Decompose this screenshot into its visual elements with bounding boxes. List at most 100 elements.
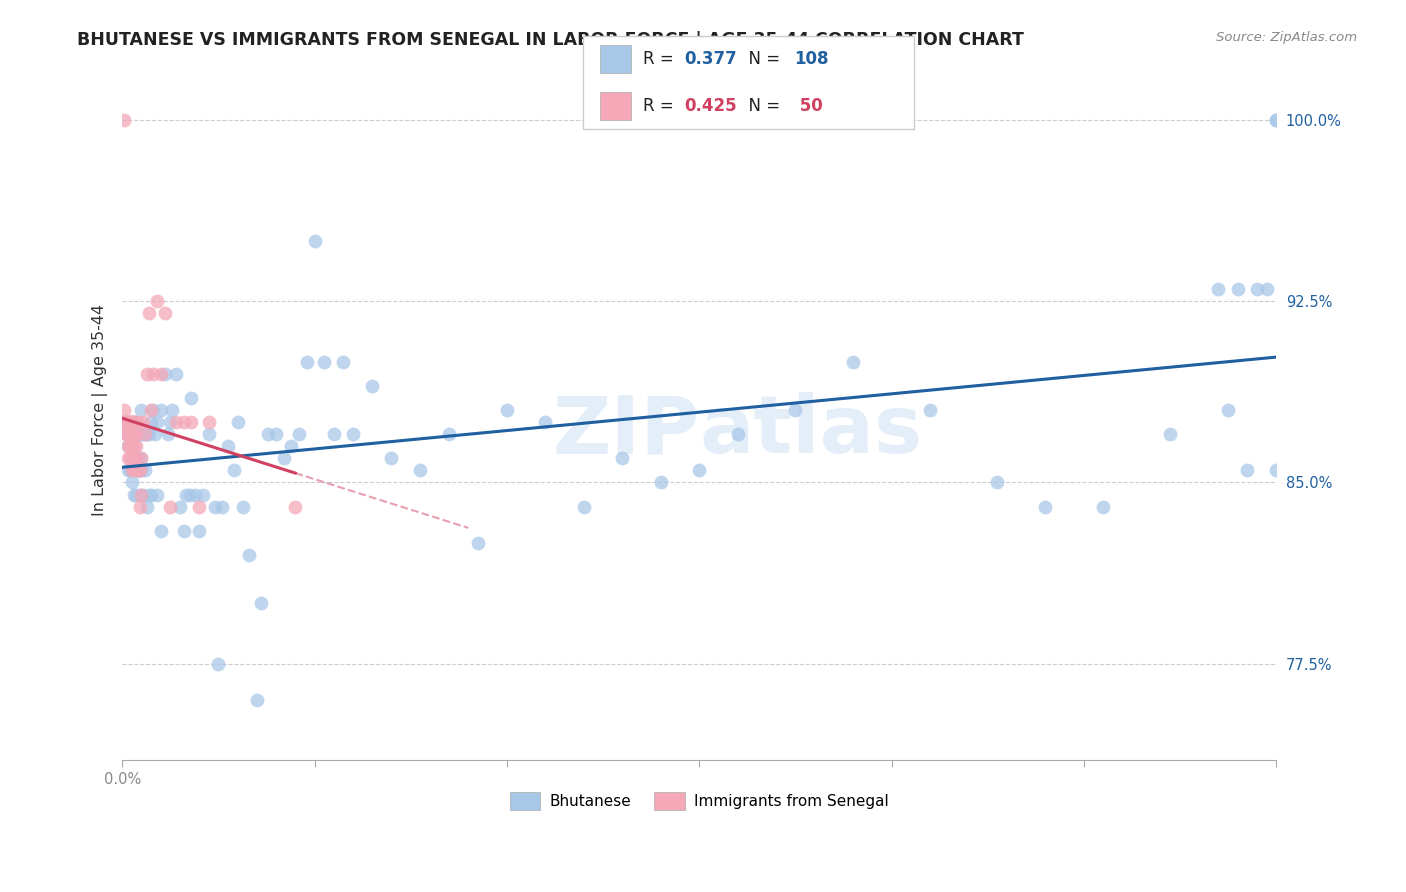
Point bbox=[1246, 282, 1268, 296]
Point bbox=[122, 451, 145, 466]
Point bbox=[121, 475, 143, 490]
Point bbox=[165, 367, 187, 381]
Point bbox=[122, 451, 145, 466]
Point bbox=[264, 427, 287, 442]
Point bbox=[467, 536, 489, 550]
Point bbox=[612, 451, 634, 466]
Point bbox=[115, 427, 138, 442]
Point bbox=[191, 487, 214, 501]
Point bbox=[121, 439, 143, 453]
Point bbox=[132, 487, 155, 501]
Point bbox=[179, 487, 201, 501]
Point bbox=[986, 475, 1008, 490]
Point bbox=[125, 451, 148, 466]
Point bbox=[115, 415, 138, 429]
Point bbox=[143, 427, 166, 442]
Point bbox=[149, 403, 172, 417]
Point bbox=[127, 427, 149, 442]
Point bbox=[211, 500, 233, 514]
Point bbox=[127, 463, 149, 477]
Point bbox=[128, 463, 150, 477]
Point bbox=[138, 487, 160, 501]
Point bbox=[257, 427, 280, 442]
Point bbox=[125, 427, 148, 442]
Text: 0.377: 0.377 bbox=[685, 50, 738, 68]
Point bbox=[112, 113, 135, 128]
Point bbox=[149, 367, 172, 381]
Point bbox=[136, 427, 159, 442]
Point bbox=[727, 427, 749, 442]
Point bbox=[688, 463, 710, 477]
Point bbox=[361, 379, 384, 393]
Point bbox=[249, 596, 271, 610]
Point bbox=[134, 427, 156, 442]
Text: R =: R = bbox=[643, 50, 679, 68]
Point bbox=[153, 306, 176, 320]
Point bbox=[127, 415, 149, 429]
Point bbox=[184, 487, 207, 501]
Point bbox=[117, 463, 139, 477]
Point bbox=[232, 500, 254, 514]
Point bbox=[1208, 282, 1230, 296]
Point bbox=[118, 427, 141, 442]
Point bbox=[207, 657, 229, 671]
Point bbox=[1265, 113, 1288, 128]
Point bbox=[112, 403, 135, 417]
Point bbox=[188, 500, 211, 514]
Point bbox=[118, 415, 141, 429]
Point bbox=[1092, 500, 1115, 514]
Point bbox=[1216, 403, 1239, 417]
Point bbox=[650, 475, 672, 490]
Point bbox=[314, 354, 336, 368]
Point bbox=[128, 427, 150, 442]
Point bbox=[131, 451, 153, 466]
Point bbox=[785, 403, 807, 417]
Point bbox=[204, 500, 226, 514]
Point bbox=[139, 487, 162, 501]
Point bbox=[131, 487, 153, 501]
Point bbox=[238, 548, 260, 562]
Point bbox=[1236, 463, 1258, 477]
Point bbox=[160, 403, 183, 417]
Point bbox=[118, 427, 141, 442]
Text: BHUTANESE VS IMMIGRANTS FROM SENEGAL IN LABOR FORCE | AGE 35-44 CORRELATION CHAR: BHUTANESE VS IMMIGRANTS FROM SENEGAL IN … bbox=[77, 31, 1024, 49]
Point bbox=[125, 463, 148, 477]
Point bbox=[534, 415, 557, 429]
Point bbox=[136, 500, 159, 514]
Point bbox=[125, 451, 148, 466]
Point bbox=[322, 427, 344, 442]
Point bbox=[121, 451, 143, 466]
Point bbox=[122, 415, 145, 429]
Y-axis label: In Labor Force | Age 35-44: In Labor Force | Age 35-44 bbox=[93, 304, 108, 516]
Point bbox=[121, 439, 143, 453]
Point bbox=[122, 487, 145, 501]
Point bbox=[131, 403, 153, 417]
Point bbox=[115, 427, 138, 442]
Point bbox=[128, 500, 150, 514]
Point bbox=[117, 415, 139, 429]
Point bbox=[380, 451, 402, 466]
Point bbox=[121, 415, 143, 429]
Point bbox=[246, 693, 269, 707]
Point bbox=[159, 500, 181, 514]
Point bbox=[142, 403, 165, 417]
Point bbox=[117, 439, 139, 453]
Point bbox=[157, 427, 180, 442]
Point bbox=[496, 403, 519, 417]
Point bbox=[122, 415, 145, 429]
Point bbox=[842, 354, 865, 368]
Text: 108: 108 bbox=[794, 50, 830, 68]
Point bbox=[117, 451, 139, 466]
Point bbox=[173, 415, 195, 429]
Point bbox=[112, 415, 135, 429]
Point bbox=[122, 439, 145, 453]
Point bbox=[139, 415, 162, 429]
Point bbox=[226, 415, 249, 429]
Point bbox=[304, 234, 326, 248]
Point bbox=[136, 367, 159, 381]
Point bbox=[118, 439, 141, 453]
Point bbox=[125, 439, 148, 453]
Point bbox=[342, 427, 364, 442]
Point bbox=[142, 367, 165, 381]
Point bbox=[131, 451, 153, 466]
